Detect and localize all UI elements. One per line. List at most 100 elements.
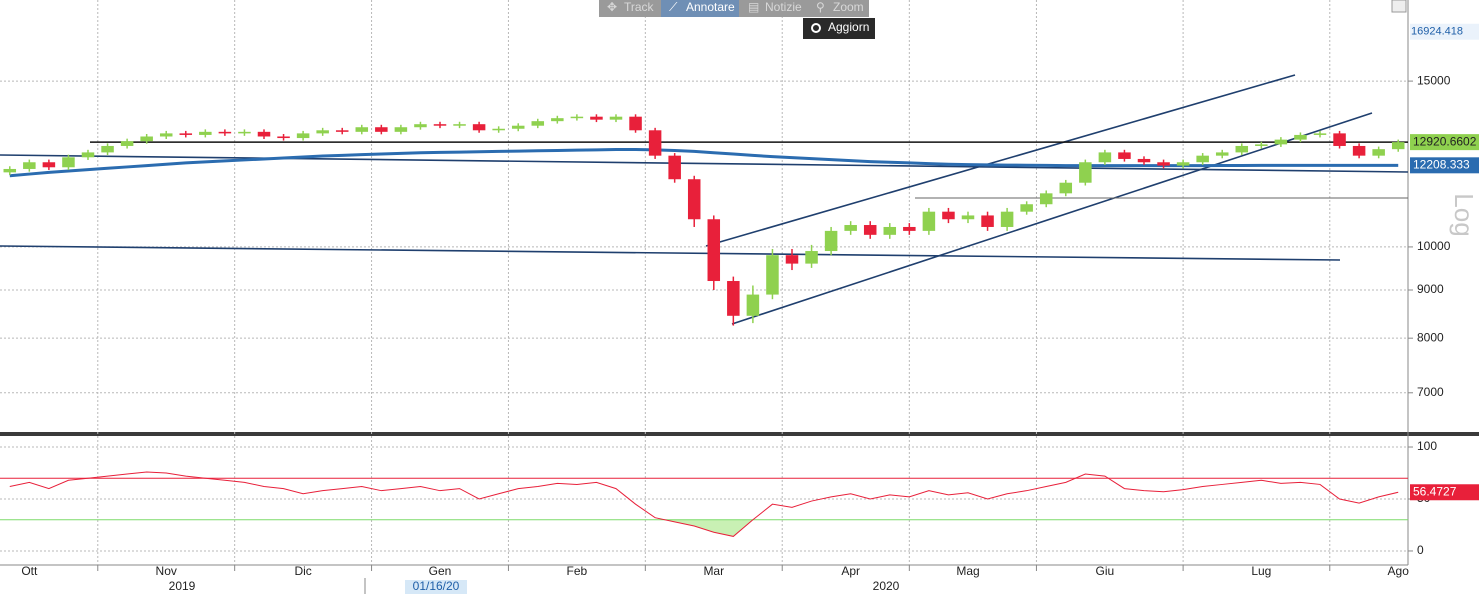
candle-body bbox=[1274, 139, 1288, 145]
refresh-label[interactable]: Aggiorn bbox=[828, 20, 869, 34]
candle-body bbox=[1020, 204, 1033, 212]
candle-body bbox=[1333, 133, 1346, 146]
candle-body bbox=[1352, 145, 1366, 156]
candle-body bbox=[727, 281, 740, 316]
candle-body bbox=[511, 125, 525, 129]
candle-body bbox=[218, 131, 232, 134]
candle-body bbox=[101, 145, 114, 153]
rsi-line bbox=[9, 471, 1399, 537]
candle-body bbox=[961, 215, 975, 220]
last-price-label: 12920.6602 bbox=[1413, 134, 1477, 148]
trendlines bbox=[0, 74, 1409, 325]
candle-body bbox=[394, 127, 408, 132]
svg-text:▤: ▤ bbox=[748, 0, 759, 14]
y-tick-label: 8000 bbox=[1417, 330, 1444, 344]
toolbar: ✥ Track ⟋ Annotare ▤ Notizie ⚲ Zoom Aggi… bbox=[599, 0, 875, 39]
candle-body bbox=[609, 116, 623, 120]
x-tick-label: Lug bbox=[1251, 564, 1271, 578]
x-tick-label: Dic bbox=[294, 564, 311, 578]
candle-body bbox=[433, 124, 447, 126]
candle-body bbox=[453, 124, 466, 126]
rsi-box bbox=[1410, 484, 1479, 501]
y-tick-label: 0 bbox=[1417, 543, 1424, 557]
cursor-label: 01/16/20 bbox=[413, 579, 460, 593]
annotate-button[interactable] bbox=[661, 0, 739, 17]
x-tick-label: Giu bbox=[1096, 564, 1115, 578]
candle-body bbox=[1157, 162, 1170, 166]
candle-body bbox=[277, 136, 290, 139]
candle-body bbox=[414, 124, 427, 128]
x-tick-label: Feb bbox=[567, 564, 588, 578]
candle-body bbox=[120, 141, 134, 146]
candle-body bbox=[883, 226, 897, 235]
candle-body bbox=[3, 168, 17, 173]
candle-body bbox=[1313, 133, 1327, 135]
candle-body bbox=[1039, 193, 1053, 205]
candle-body bbox=[1255, 144, 1268, 146]
candle-body bbox=[687, 179, 701, 220]
annotate-label[interactable]: Annotare bbox=[686, 0, 735, 14]
candle-body bbox=[629, 116, 642, 131]
candle-body bbox=[1196, 155, 1209, 163]
candle-body bbox=[1391, 142, 1405, 150]
ma-label: 12208.333 bbox=[1413, 157, 1470, 171]
candle-body bbox=[942, 211, 955, 220]
candle-body bbox=[375, 127, 388, 132]
candle-body bbox=[824, 230, 838, 252]
zoom-label[interactable]: Zoom bbox=[833, 0, 864, 14]
candle-body bbox=[1118, 152, 1131, 159]
candle-body bbox=[707, 219, 721, 282]
candle-body bbox=[785, 255, 799, 264]
track-label[interactable]: Track bbox=[624, 0, 655, 14]
y-tick-label: 7000 bbox=[1417, 385, 1444, 399]
svg-text:⚲: ⚲ bbox=[816, 0, 825, 14]
last-price-box bbox=[1410, 134, 1479, 151]
y-tick-label: 10000 bbox=[1417, 239, 1451, 253]
x-tick-label: Nov bbox=[156, 564, 177, 578]
candle-body bbox=[1235, 145, 1249, 153]
refresh-button[interactable] bbox=[803, 18, 875, 39]
candle-body bbox=[316, 130, 329, 134]
oversold-fill bbox=[664, 519, 753, 537]
x-tick-label: Gen bbox=[429, 564, 452, 578]
track-button[interactable]: ✥ bbox=[607, 0, 617, 14]
candle-body bbox=[1137, 158, 1151, 163]
candle-body bbox=[903, 226, 916, 231]
candle-body bbox=[472, 124, 486, 131]
candle-body bbox=[570, 116, 584, 119]
candle-body bbox=[335, 130, 349, 132]
candle-body bbox=[922, 211, 936, 231]
ma-box bbox=[1410, 157, 1479, 174]
cursor-box bbox=[405, 580, 467, 594]
y-tick-label: 15000 bbox=[1417, 73, 1451, 87]
y-axis-label: Log bbox=[1449, 193, 1479, 236]
candle-body bbox=[551, 118, 564, 122]
candle-body bbox=[1372, 149, 1385, 156]
candle-body bbox=[766, 255, 779, 295]
candle-body bbox=[844, 225, 857, 231]
candle-body bbox=[492, 128, 505, 131]
high-marker-box bbox=[1410, 23, 1479, 40]
candle-body bbox=[1098, 152, 1112, 163]
candle-body bbox=[23, 162, 36, 169]
window-icon[interactable] bbox=[1391, 0, 1407, 13]
x-tick-label: Mag bbox=[956, 564, 979, 578]
high-marker-label: 16924.418 bbox=[1411, 26, 1463, 38]
news-label[interactable]: Notizie bbox=[765, 0, 802, 14]
candle-body bbox=[590, 116, 603, 120]
x-tick-label: Ott bbox=[21, 564, 38, 578]
candle-body bbox=[981, 215, 994, 227]
candle-body bbox=[1294, 134, 1307, 140]
candle-body bbox=[863, 225, 877, 235]
candle-body bbox=[746, 294, 760, 316]
year-label: 2020 bbox=[873, 579, 900, 593]
candle-body bbox=[42, 162, 56, 168]
candle-body bbox=[199, 131, 212, 135]
svg-text:⟋: ⟋ bbox=[669, 0, 678, 14]
rsi-label: 56.4727 bbox=[1413, 484, 1457, 498]
candle-body bbox=[648, 130, 662, 156]
y-tick-label: 100 bbox=[1417, 439, 1437, 453]
candle-body bbox=[257, 131, 271, 137]
candle-body bbox=[1215, 152, 1229, 156]
